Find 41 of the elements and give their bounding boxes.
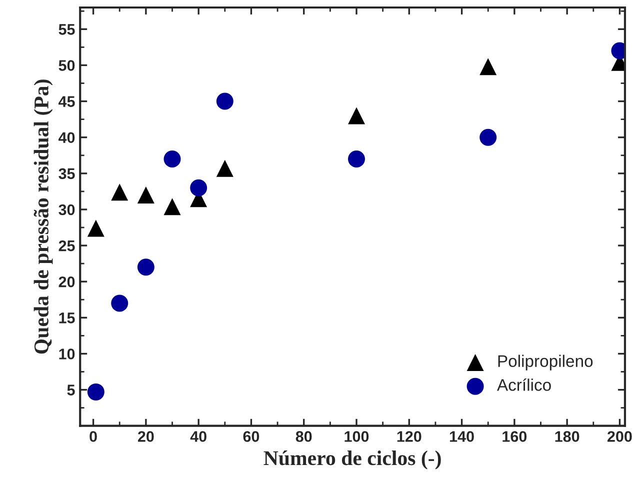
point: [137, 258, 154, 276]
point: [190, 179, 208, 196]
y-tick-label: 25: [58, 240, 75, 252]
point: [164, 198, 181, 216]
y-tick-label: 50: [58, 60, 75, 71]
y-axis-title: Queda de pressão residual (Pa): [34, 80, 53, 354]
point: [87, 383, 104, 400]
y-tick-label: 20: [58, 276, 75, 288]
y-tick-label: 15: [59, 312, 75, 324]
point: [348, 107, 366, 124]
point: [348, 150, 366, 168]
point: [87, 220, 104, 237]
x-tick-label: 60: [243, 431, 260, 442]
x-tick-label: 120: [397, 431, 422, 442]
point: [480, 58, 497, 76]
x-tick-label: 160: [502, 431, 527, 442]
y-tick-label: 10: [59, 348, 75, 360]
x-tick-label: 0: [90, 431, 97, 442]
legend-label: Polipropileno: [498, 354, 593, 370]
x-tick-label: 80: [296, 431, 312, 442]
legend-label: Acrílico: [496, 378, 551, 391]
x-tick-label: 180: [555, 431, 580, 442]
x-axis-title: Número de ciclos (-): [264, 450, 441, 470]
point: [216, 160, 234, 177]
x-tick-label: 140: [450, 431, 474, 442]
point: [111, 184, 128, 201]
x-tick-label: 100: [344, 431, 369, 442]
y-tick-label: 35: [58, 168, 75, 180]
point: [111, 294, 128, 312]
y-tick-label: 30: [58, 204, 75, 216]
y-tick-label: 45: [58, 96, 75, 107]
y-tick-label: 55: [58, 24, 75, 35]
x-tick-label: 200: [607, 431, 632, 442]
point: [164, 150, 181, 168]
y-tick-label: 40: [58, 132, 75, 144]
y-tick-label: 5: [67, 384, 75, 396]
point: [480, 128, 497, 146]
x-tick-label: 40: [190, 431, 206, 442]
point: [216, 92, 234, 110]
x-tick-label: 20: [138, 431, 154, 442]
point: [137, 186, 154, 204]
